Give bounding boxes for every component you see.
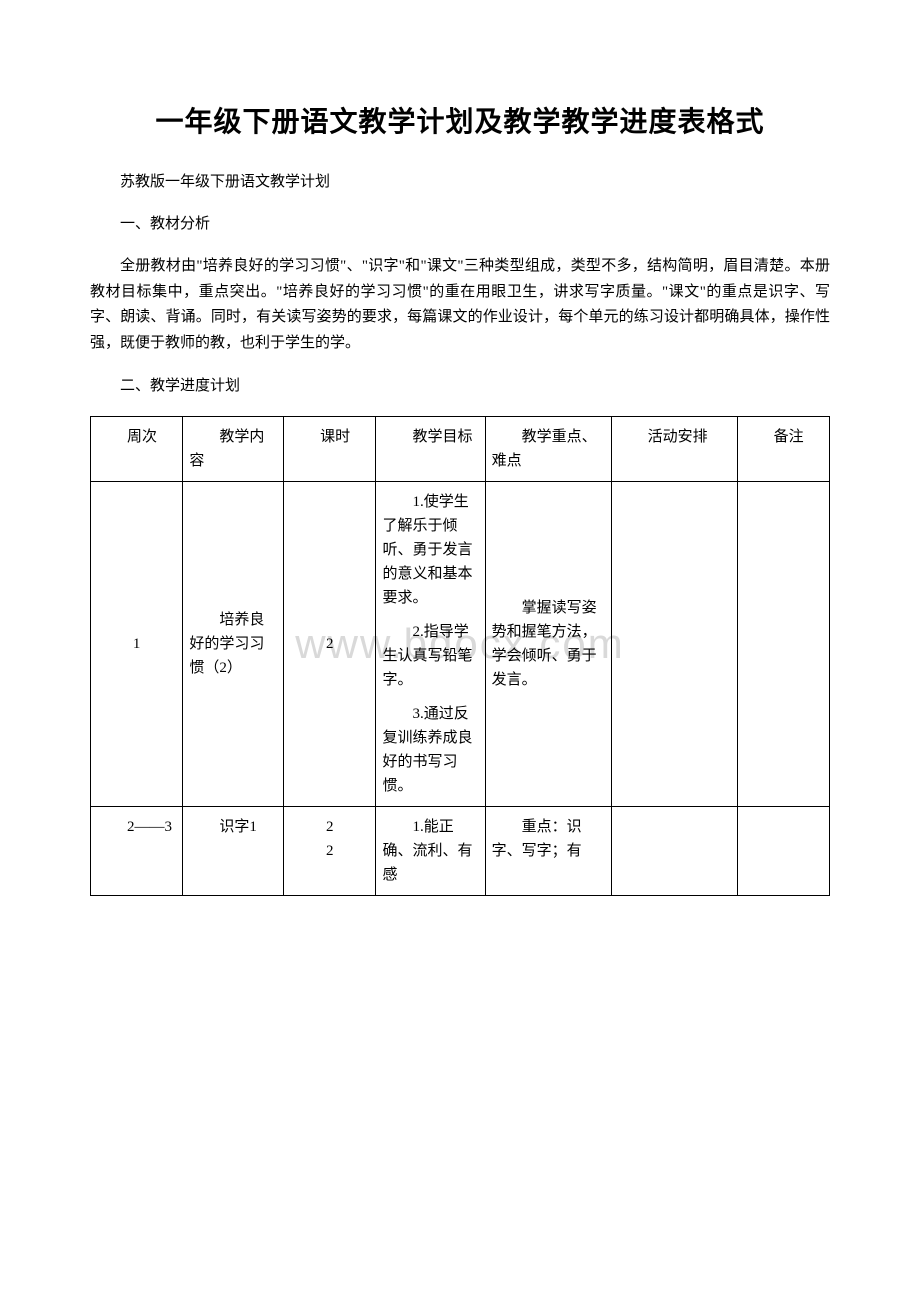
cell-content: 识字1	[183, 807, 284, 896]
header-content: 教学内容	[183, 417, 284, 482]
goal-item: 2.指导学生认真写铅笔字。	[382, 620, 478, 692]
cell-activity	[611, 807, 737, 896]
section1-body: 全册教材由"培养良好的学习习惯"、"识字"和"课文"三种类型组成，类型不多，结构…	[90, 254, 830, 356]
cell-goals: 1.能正确、流利、有感	[376, 807, 485, 896]
cell-activity	[611, 482, 737, 807]
cell-hours: 2	[284, 482, 376, 807]
table-row: 2——3 识字1 22 1.能正确、流利、有感 重点：识字、写字；有	[91, 807, 830, 896]
schedule-table: 周次 教学内容 课时 教学目标 教学重点、难点 活动安排 备注 1 培养良好的学…	[90, 416, 830, 896]
cell-notes	[737, 482, 829, 807]
header-goals: 教学目标	[376, 417, 485, 482]
table-row: 1 培养良好的学习习惯（2） 2 1.使学生了解乐于倾听、勇于发言的意义和基本要…	[91, 482, 830, 807]
cell-week: 1	[91, 482, 183, 807]
goal-item: 3.通过反复训练养成良好的书写习惯。	[382, 702, 478, 798]
document-subtitle: 苏教版一年级下册语文教学计划	[90, 170, 830, 194]
cell-points: 掌握读写姿势和握笔方法，学会倾听、勇于发言。	[485, 482, 611, 807]
cell-points: 重点：识字、写字；有	[485, 807, 611, 896]
goal-item: 1.使学生了解乐于倾听、勇于发言的意义和基本要求。	[382, 490, 478, 610]
cell-notes	[737, 807, 829, 896]
header-week: 周次	[91, 417, 183, 482]
cell-goals: 1.使学生了解乐于倾听、勇于发言的意义和基本要求。 2.指导学生认真写铅笔字。 …	[376, 482, 485, 807]
cell-content: 培养良好的学习习惯（2）	[183, 482, 284, 807]
header-notes: 备注	[737, 417, 829, 482]
section1-header: 一、教材分析	[90, 212, 830, 236]
cell-week: 2——3	[91, 807, 183, 896]
header-hours: 课时	[284, 417, 376, 482]
table-header-row: 周次 教学内容 课时 教学目标 教学重点、难点 活动安排 备注	[91, 417, 830, 482]
header-points: 教学重点、难点	[485, 417, 611, 482]
cell-hours: 22	[284, 807, 376, 896]
document-title: 一年级下册语文教学计划及教学教学进度表格式	[90, 100, 830, 140]
header-activity: 活动安排	[611, 417, 737, 482]
section2-header: 二、教学进度计划	[90, 374, 830, 398]
